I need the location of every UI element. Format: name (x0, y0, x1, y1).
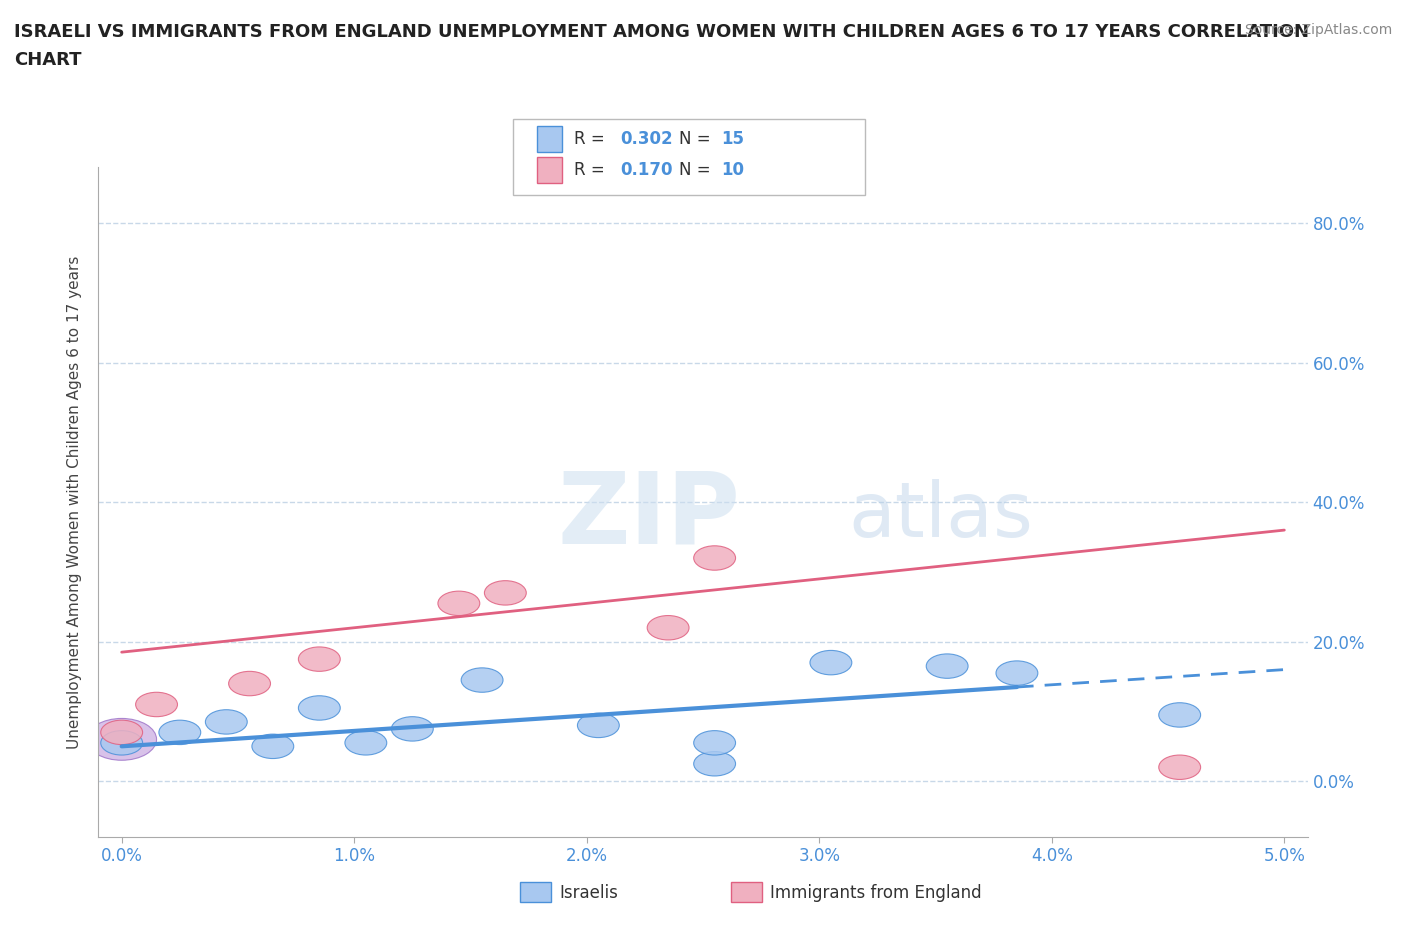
Ellipse shape (205, 710, 247, 734)
Ellipse shape (647, 616, 689, 640)
Ellipse shape (101, 720, 142, 745)
Text: CHART: CHART (14, 51, 82, 69)
Ellipse shape (437, 591, 479, 616)
Text: 15: 15 (721, 130, 744, 149)
Text: N =: N = (679, 130, 716, 149)
Text: 0.170: 0.170 (620, 161, 672, 179)
Ellipse shape (135, 692, 177, 717)
Ellipse shape (159, 720, 201, 745)
Text: 10: 10 (721, 161, 744, 179)
Text: R =: R = (574, 130, 610, 149)
Ellipse shape (87, 719, 156, 761)
Ellipse shape (1159, 703, 1201, 727)
Text: Source: ZipAtlas.com: Source: ZipAtlas.com (1244, 23, 1392, 37)
Text: Immigrants from England: Immigrants from England (770, 884, 983, 902)
Ellipse shape (298, 696, 340, 720)
Ellipse shape (693, 751, 735, 776)
Ellipse shape (578, 713, 619, 737)
Text: N =: N = (679, 161, 716, 179)
Ellipse shape (391, 717, 433, 741)
Ellipse shape (927, 654, 969, 678)
Ellipse shape (693, 546, 735, 570)
Text: atlas: atlas (848, 479, 1033, 552)
Ellipse shape (461, 668, 503, 692)
Ellipse shape (229, 671, 270, 696)
Ellipse shape (810, 650, 852, 675)
Text: 0.302: 0.302 (620, 130, 672, 149)
Ellipse shape (995, 661, 1038, 685)
Text: Israelis: Israelis (560, 884, 619, 902)
Ellipse shape (1159, 755, 1201, 779)
Ellipse shape (101, 731, 142, 755)
Ellipse shape (485, 580, 526, 605)
Ellipse shape (693, 731, 735, 755)
Ellipse shape (344, 731, 387, 755)
Ellipse shape (252, 734, 294, 759)
Text: ZIP: ZIP (558, 467, 741, 565)
Text: R =: R = (574, 161, 610, 179)
Ellipse shape (298, 647, 340, 671)
Text: ISRAELI VS IMMIGRANTS FROM ENGLAND UNEMPLOYMENT AMONG WOMEN WITH CHILDREN AGES 6: ISRAELI VS IMMIGRANTS FROM ENGLAND UNEMP… (14, 23, 1309, 41)
Y-axis label: Unemployment Among Women with Children Ages 6 to 17 years: Unemployment Among Women with Children A… (67, 256, 83, 749)
